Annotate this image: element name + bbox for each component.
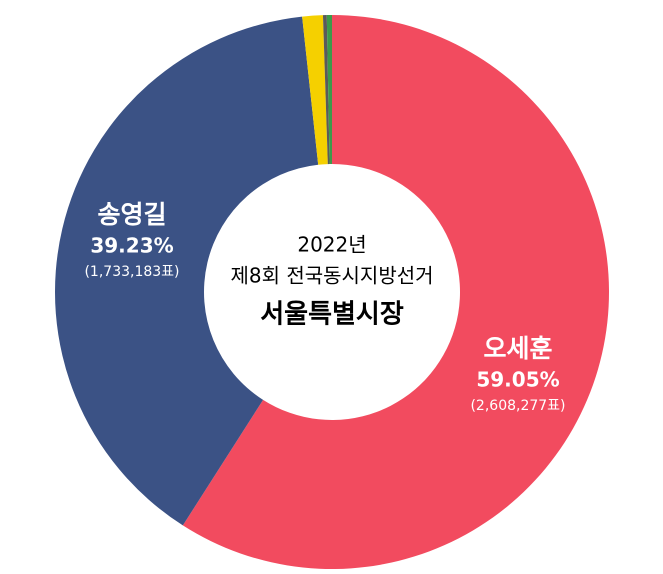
chart-title: 서울특별시장 xyxy=(260,300,404,330)
slice-percent: 39.23% xyxy=(90,234,173,258)
slice xyxy=(302,15,328,165)
slice xyxy=(182,15,610,570)
slices xyxy=(55,15,610,570)
slice-percent: 59.05% xyxy=(476,368,559,392)
slice-name: 송영길 xyxy=(97,200,166,229)
slice xyxy=(55,16,319,526)
slice-name: 오세훈 xyxy=(483,334,552,363)
center-election: 제8회 전국동시지방선거 xyxy=(230,264,433,288)
center-year: 2022년 xyxy=(297,233,366,257)
slice-votes: (2,608,277표) xyxy=(470,398,565,414)
slice xyxy=(322,15,330,165)
slice xyxy=(326,15,332,165)
slice-votes: (1,733,183표) xyxy=(84,264,179,280)
